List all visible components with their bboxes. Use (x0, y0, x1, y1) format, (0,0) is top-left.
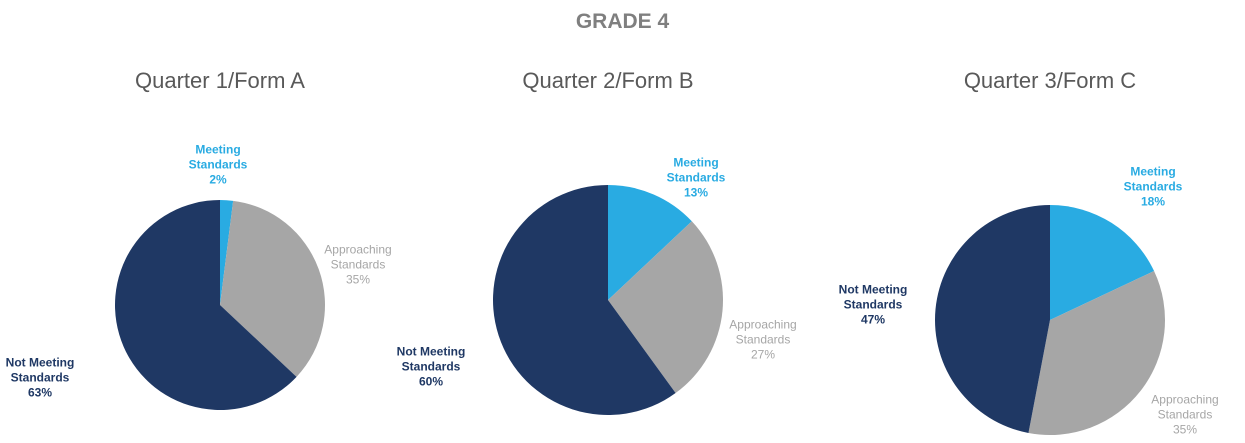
pie-slice (220, 200, 326, 377)
slice-label: Not Meeting Standards 47% (831, 283, 915, 328)
pie-slice (1050, 205, 1155, 320)
category-label: Approaching Standards (324, 242, 392, 272)
pie-slice (220, 200, 234, 305)
slice-label: Approaching Standards 35% (1143, 393, 1227, 438)
value-label: 13% (683, 185, 709, 200)
value-label: 18% (1140, 194, 1166, 209)
value-label: 63% (27, 385, 53, 400)
value-label: 35% (1172, 422, 1198, 437)
category-label: Not Meeting Standards (396, 344, 466, 374)
pie-slice (934, 205, 1050, 433)
pie-slice (608, 184, 692, 300)
value-label: 2% (209, 172, 227, 187)
slice-label: Meeting Standards 2% (176, 143, 260, 188)
slice-label: Meeting Standards 18% (1111, 165, 1195, 210)
slice-label: Meeting Standards 13% (654, 156, 738, 201)
value-label: 60% (418, 374, 444, 389)
value-label: 47% (860, 312, 886, 327)
category-label: Not Meeting Standards (5, 355, 75, 385)
category-label: Meeting Standards (1123, 164, 1183, 194)
category-label: Approaching Standards (1151, 392, 1219, 422)
slice-label: Not Meeting Standards 63% (0, 356, 82, 401)
pie-slice (492, 185, 676, 416)
category-label: Approaching Standards (729, 317, 797, 347)
chart-title: Quarter 2/Form B (522, 68, 694, 93)
pie-slice (608, 221, 723, 394)
chart-title: Quarter 1/Form A (135, 68, 305, 93)
value-label: 27% (750, 347, 776, 362)
category-label: Meeting Standards (666, 155, 726, 185)
category-label: Not Meeting Standards (838, 282, 908, 312)
pie-slice (1028, 271, 1165, 435)
slice-label: Approaching Standards 27% (721, 318, 805, 363)
value-label: 35% (345, 272, 371, 287)
slice-label: Not Meeting Standards 60% (389, 345, 473, 390)
slice-label: Approaching Standards 35% (316, 243, 400, 288)
page-title: GRADE 4 (575, 10, 670, 33)
chart-title: Quarter 3/Form C (963, 68, 1137, 93)
pie-slice (115, 200, 297, 410)
category-label: Meeting Standards (188, 142, 248, 172)
